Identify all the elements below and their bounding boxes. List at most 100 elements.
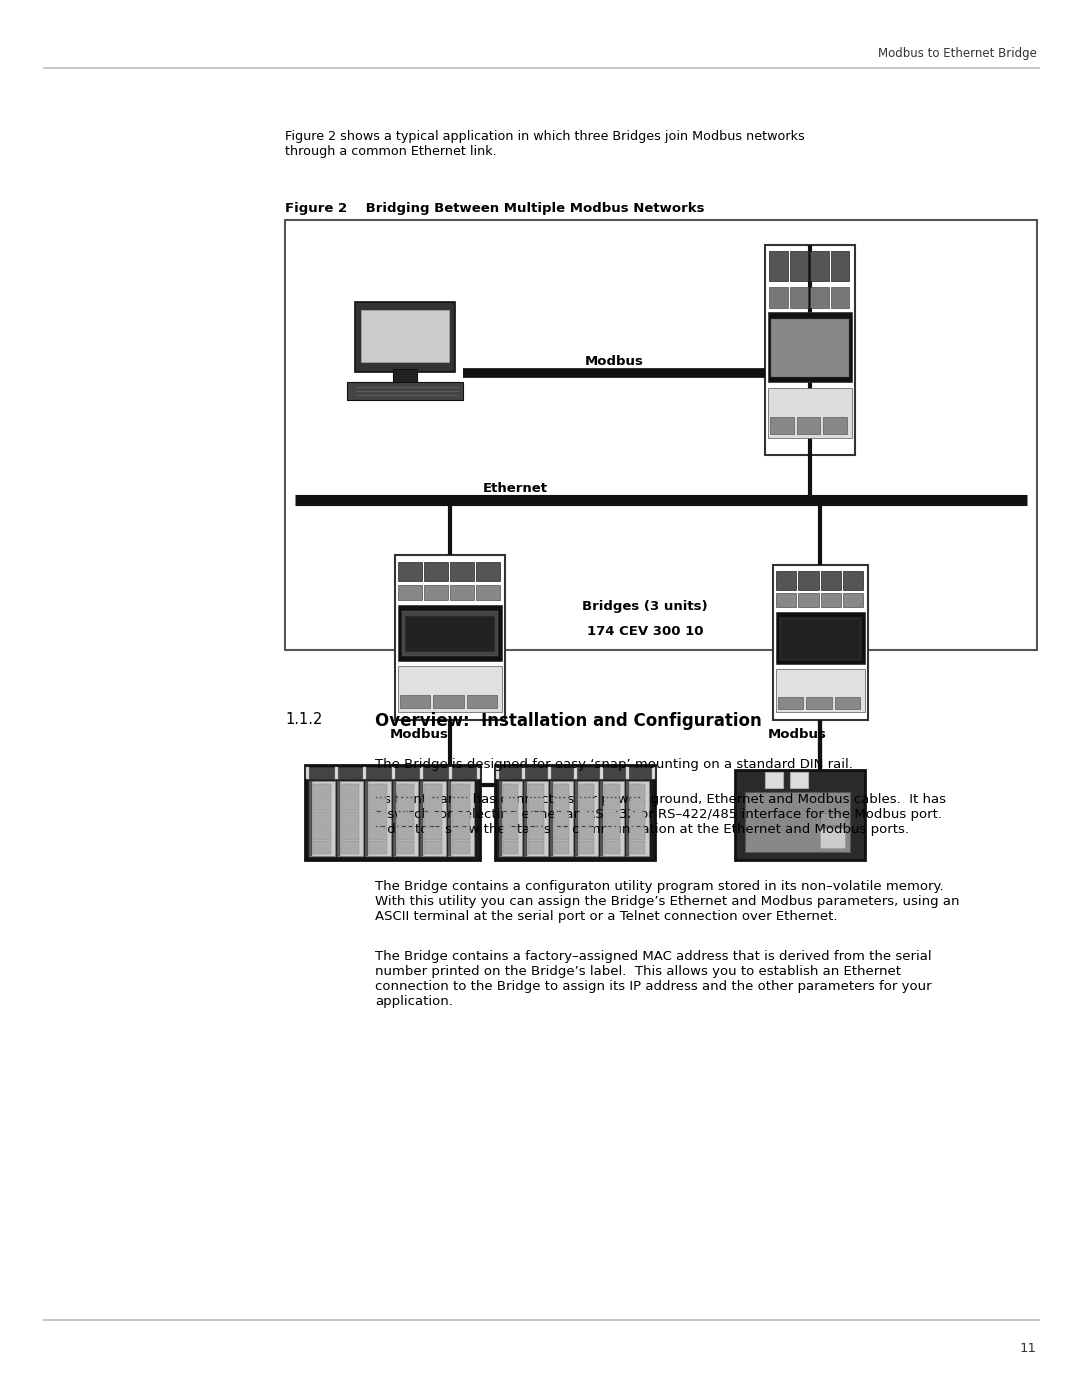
Bar	[579, 784, 594, 798]
Bar	[548, 767, 551, 780]
Bar	[396, 798, 415, 812]
Bar	[503, 841, 518, 854]
Bar	[424, 585, 448, 599]
Bar	[573, 767, 577, 780]
Text: Its front panel has connectors for power, ground, Ethernet and Modbus cables.  I: Its front panel has connectors for power…	[375, 793, 946, 835]
Bar	[313, 798, 330, 812]
Bar	[789, 773, 808, 788]
Bar	[842, 571, 863, 590]
Bar	[355, 302, 455, 372]
Bar	[797, 418, 821, 434]
Bar	[365, 781, 367, 856]
Bar	[496, 767, 499, 780]
Text: Modbus to Ethernet Bridge: Modbus to Ethernet Bridge	[878, 47, 1037, 60]
Bar	[503, 784, 518, 798]
Bar	[424, 562, 448, 581]
Bar	[600, 781, 623, 856]
Bar	[399, 562, 422, 581]
Bar	[630, 827, 645, 840]
Bar	[400, 696, 430, 708]
Bar	[285, 219, 1037, 650]
Bar	[605, 784, 620, 798]
Bar	[433, 696, 463, 708]
Text: Figure 2    Bridging Between Multiple Modbus Networks: Figure 2 Bridging Between Multiple Modbu…	[285, 203, 704, 215]
Bar	[528, 841, 543, 854]
Bar	[499, 781, 523, 856]
Bar	[420, 767, 423, 780]
Bar	[769, 286, 787, 307]
Bar	[424, 841, 442, 854]
Bar	[313, 841, 330, 854]
Bar	[809, 455, 811, 500]
Bar	[361, 310, 449, 362]
Bar	[503, 813, 518, 826]
Bar	[528, 784, 543, 798]
Bar	[579, 813, 594, 826]
Text: Ethernet: Ethernet	[483, 482, 548, 495]
Bar	[341, 827, 359, 840]
Bar	[305, 766, 480, 861]
Bar	[335, 767, 337, 780]
Bar	[798, 592, 819, 606]
Bar	[652, 767, 654, 780]
Bar	[420, 781, 423, 856]
Bar	[424, 784, 442, 798]
Bar	[368, 841, 387, 854]
Bar	[424, 813, 442, 826]
Bar	[313, 784, 330, 798]
Bar	[745, 792, 850, 852]
Bar	[575, 781, 598, 856]
Bar	[625, 781, 649, 856]
Bar	[476, 585, 500, 599]
Text: Bridges (3 units): Bridges (3 units)	[582, 599, 707, 613]
Bar	[368, 813, 387, 826]
Bar	[392, 781, 395, 856]
Bar	[768, 388, 852, 439]
Bar	[306, 767, 309, 780]
Bar	[777, 571, 796, 590]
Bar	[777, 669, 865, 712]
Bar	[368, 827, 387, 840]
Text: 11: 11	[1020, 1343, 1037, 1355]
Bar	[497, 767, 653, 780]
Bar	[503, 827, 518, 840]
Bar	[396, 841, 415, 854]
Bar	[777, 612, 865, 664]
Text: 1.1.2: 1.1.2	[285, 712, 322, 726]
Bar	[554, 784, 569, 798]
Bar	[337, 781, 363, 856]
Bar	[528, 813, 543, 826]
Bar	[341, 813, 359, 826]
Bar	[773, 564, 868, 719]
Bar	[835, 697, 860, 710]
Bar	[448, 781, 451, 856]
Text: Modbus: Modbus	[584, 355, 644, 367]
Bar	[450, 585, 474, 599]
Bar	[524, 781, 527, 856]
Text: The Bridge contains a configuraton utility program stored in its non–volatile me: The Bridge contains a configuraton utili…	[375, 880, 959, 923]
Bar	[341, 784, 359, 798]
Bar	[780, 617, 861, 659]
Bar	[396, 827, 415, 840]
Bar	[453, 813, 470, 826]
Text: The Bridge contains a factory–assigned MAC address that is derived from the seri: The Bridge contains a factory–assigned M…	[375, 950, 932, 1009]
Bar	[831, 251, 849, 281]
Bar	[528, 827, 543, 840]
Bar	[453, 784, 470, 798]
Bar	[313, 827, 330, 840]
Bar	[396, 813, 415, 826]
Bar	[453, 827, 470, 840]
Bar	[771, 319, 849, 377]
Bar	[605, 813, 620, 826]
Bar	[453, 798, 470, 812]
Bar	[395, 555, 505, 719]
Bar	[424, 798, 442, 812]
Bar	[467, 696, 497, 708]
Bar	[579, 841, 594, 854]
Bar	[341, 841, 359, 854]
Bar	[399, 605, 502, 661]
Bar	[820, 828, 845, 848]
Bar	[495, 766, 654, 861]
Bar	[307, 767, 478, 780]
Bar	[363, 767, 366, 780]
